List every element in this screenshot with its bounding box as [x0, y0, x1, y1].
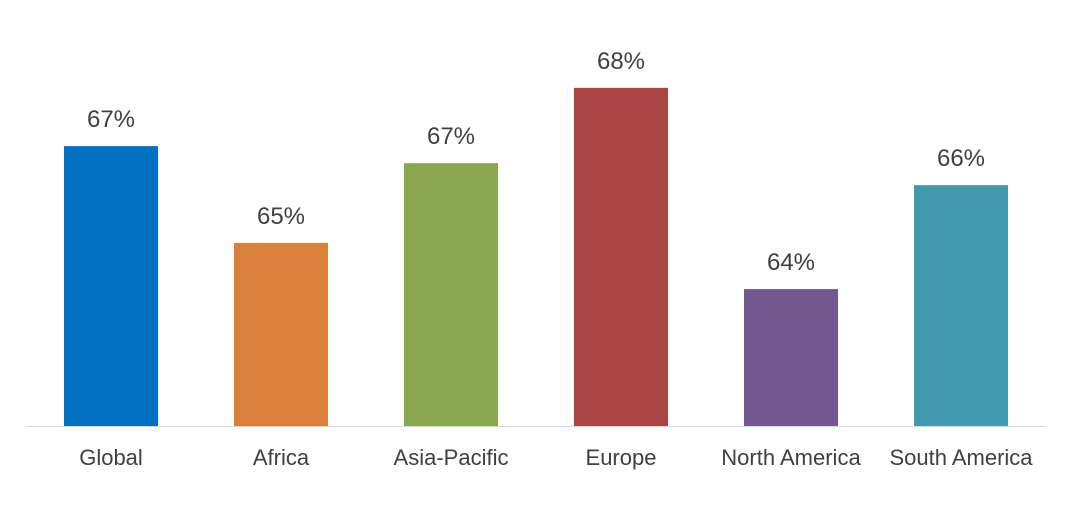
- x-tick-label: South America: [889, 445, 1033, 470]
- bar: [64, 146, 158, 427]
- x-tick-label: Global: [79, 445, 143, 470]
- value-label: 66%: [936, 145, 986, 173]
- value-label: 67%: [426, 123, 476, 151]
- value-label: 68%: [596, 47, 646, 75]
- x-tick-label: Asia-Pacific: [393, 445, 509, 470]
- x-tick-label: Europe: [585, 445, 657, 470]
- bar: [234, 242, 328, 426]
- bar: [914, 185, 1008, 426]
- bar: [744, 289, 838, 426]
- bar: [574, 87, 668, 426]
- value-label: 67%: [86, 106, 136, 134]
- value-label: 65%: [256, 202, 306, 230]
- bar: [404, 163, 498, 426]
- value-label: 64%: [766, 249, 816, 277]
- x-tick-label: Africa: [252, 445, 310, 470]
- x-tick-label: North America: [721, 445, 861, 470]
